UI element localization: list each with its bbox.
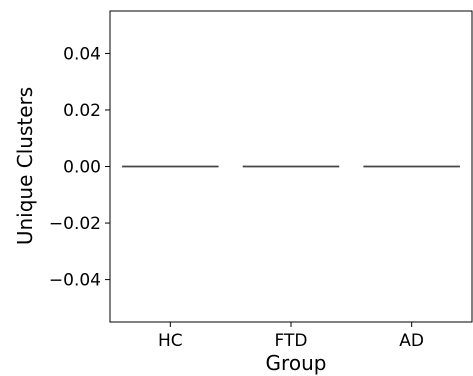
y-axis: −0.04 −0.02 0.00 0.02 0.04 [49, 44, 110, 291]
x-tick-label-ad: AD [399, 331, 424, 351]
x-axis-title: Group [266, 351, 327, 375]
x-axis: HC FTD AD [158, 322, 424, 351]
y-tick-label: −0.04 [49, 271, 101, 291]
y-axis-title: Unique Clusters [13, 87, 37, 245]
x-tick-label-hc: HC [158, 331, 183, 351]
y-tick-label: 0.02 [63, 101, 101, 121]
y-tick-label: 0.00 [63, 158, 101, 178]
y-tick-label: −0.02 [49, 214, 101, 234]
y-tick-label: 0.04 [63, 44, 101, 64]
x-tick-label-ftd: FTD [275, 331, 308, 351]
